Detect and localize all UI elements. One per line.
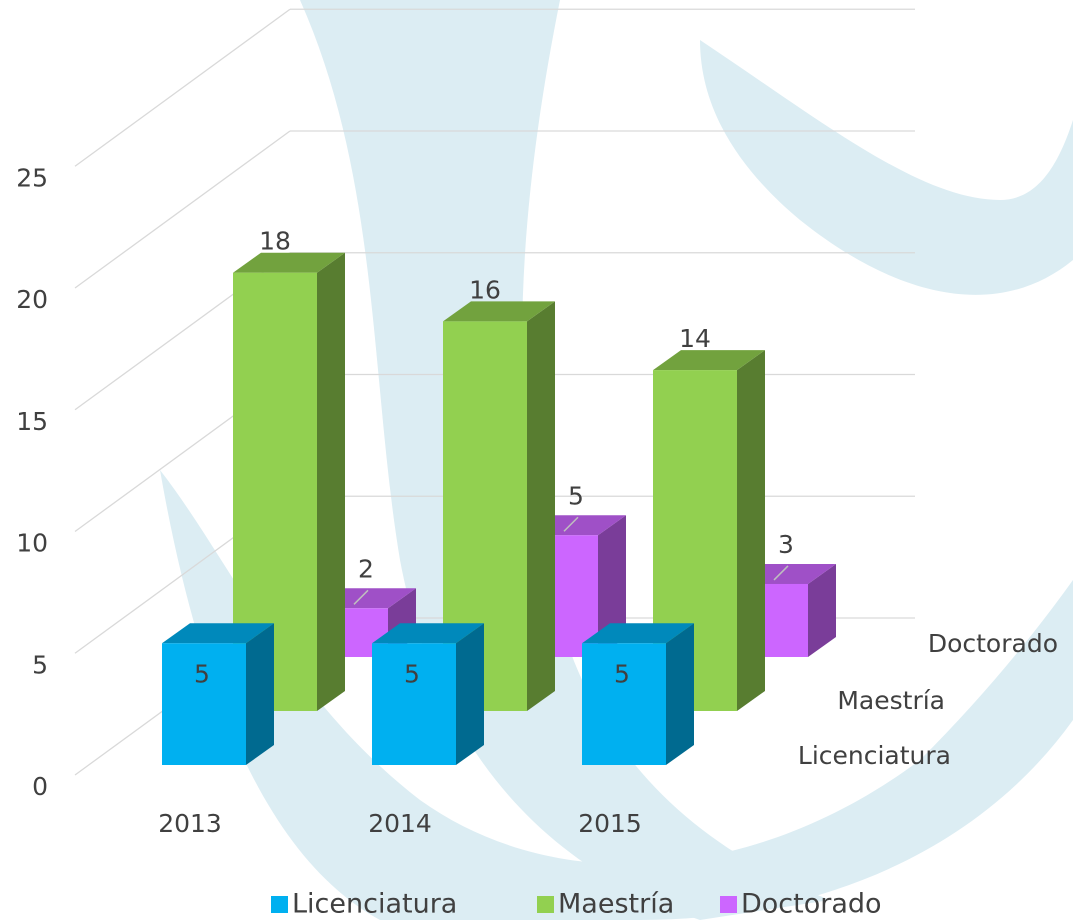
bar (372, 643, 456, 765)
x-tick-label: 2015 (578, 809, 642, 838)
leader-line (563, 516, 579, 532)
bar-top (582, 623, 694, 644)
data-label: 5 (568, 481, 584, 510)
y-tick-label: 0 (32, 772, 48, 801)
y-tick-label: 15 (16, 407, 48, 436)
y-tick-label: 5 (32, 650, 48, 679)
legend-label: Licenciatura (292, 889, 457, 920)
bar-side (246, 623, 274, 765)
data-label: 14 (679, 324, 711, 353)
x-tick-label: 2013 (158, 809, 222, 838)
x-tick-label: 2014 (368, 809, 432, 838)
leader-line (773, 565, 789, 581)
depth-label: Doctorado (928, 629, 1058, 658)
y-tick-label: 10 (16, 529, 48, 558)
bar-top (653, 350, 765, 371)
data-label: 5 (614, 659, 630, 688)
bar (582, 643, 666, 765)
bar-side (456, 623, 484, 765)
y-tick-label: 20 (16, 285, 48, 314)
data-label: 16 (469, 275, 501, 304)
data-label: 5 (404, 659, 420, 688)
grid-line (74, 130, 291, 289)
data-label: 5 (194, 659, 210, 688)
bar-top (162, 623, 274, 644)
legend-swatch (537, 896, 554, 913)
watermark (160, 0, 1073, 920)
legend-swatch (271, 896, 288, 913)
bar-side (666, 623, 694, 765)
bar-side (737, 350, 765, 711)
bar-side (598, 515, 626, 657)
data-label: 3 (778, 530, 794, 559)
data-label: 2 (358, 554, 374, 583)
bar-side (527, 301, 555, 711)
depth-label: Licenciatura (798, 741, 951, 770)
legend-label: Maestría (558, 889, 674, 920)
legend-swatch (720, 896, 737, 913)
data-label: 18 (259, 227, 291, 256)
bars: 2 5 3 18 16 14 5 5 5 (162, 227, 836, 765)
bar-side (808, 563, 836, 657)
bar-top (233, 252, 345, 273)
bar-top (443, 301, 555, 322)
bar (162, 643, 246, 765)
depth-label: Maestría (837, 686, 945, 715)
bar-side (317, 252, 345, 711)
grid-line (74, 8, 291, 167)
y-tick-label: 25 (16, 163, 48, 192)
legend-label: Doctorado (741, 889, 882, 920)
bar-top (372, 623, 484, 644)
leader-line (353, 589, 369, 605)
